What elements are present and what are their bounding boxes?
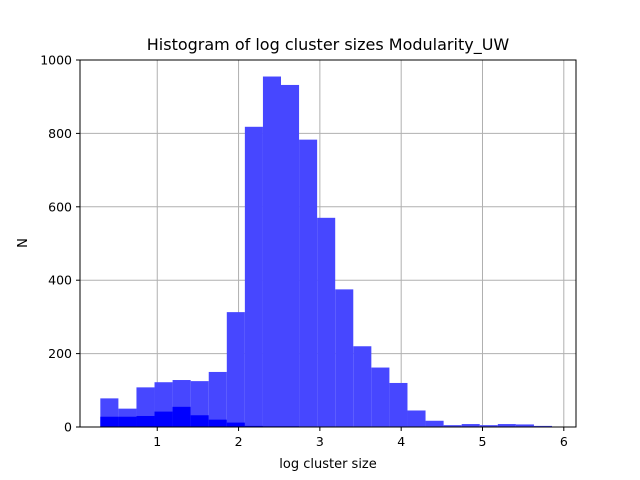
histogram-bar bbox=[479, 425, 498, 427]
histogram-bar bbox=[407, 410, 426, 427]
histogram-bar bbox=[100, 416, 119, 427]
histogram-bar bbox=[208, 371, 227, 427]
x-tick-label: 1 bbox=[153, 434, 161, 449]
histogram-bar bbox=[425, 420, 444, 427]
histogram-bar bbox=[461, 424, 480, 427]
y-axis-label: N bbox=[16, 238, 31, 248]
histogram-bar bbox=[443, 425, 462, 427]
histogram-bar bbox=[244, 425, 263, 427]
ticks: 1 2 3 4 5 6 0 200 400 600 800 1000 bbox=[40, 53, 568, 450]
bars bbox=[100, 76, 553, 428]
histogram-bar bbox=[317, 217, 336, 427]
histogram-bar bbox=[389, 382, 408, 427]
x-tick-label: 6 bbox=[560, 434, 568, 449]
histogram-bar bbox=[136, 415, 155, 427]
x-tick-label: 2 bbox=[235, 434, 243, 449]
histogram-bar bbox=[262, 76, 282, 427]
histogram-bar bbox=[190, 415, 209, 427]
y-tick-label: 400 bbox=[48, 273, 72, 288]
y-tick-label: 200 bbox=[48, 346, 72, 361]
plot-frame bbox=[79, 59, 577, 428]
histogram-bar bbox=[154, 411, 173, 427]
histogram-bar bbox=[226, 422, 245, 427]
y-tick-label: 0 bbox=[64, 420, 72, 435]
histogram-bar bbox=[533, 425, 553, 427]
histogram-bar bbox=[244, 126, 263, 427]
x-tick-label: 4 bbox=[397, 434, 405, 449]
histogram-bar bbox=[497, 424, 516, 427]
x-tick-label: 5 bbox=[479, 434, 487, 449]
histogram-bar bbox=[208, 419, 227, 427]
y-tick-label: 800 bbox=[48, 126, 72, 141]
histogram-bar bbox=[371, 367, 390, 427]
chart-title: Histogram of log cluster sizes Modularit… bbox=[147, 35, 510, 55]
histogram-bar bbox=[172, 406, 191, 427]
histogram-bar bbox=[299, 139, 318, 427]
y-tick-label: 600 bbox=[48, 199, 72, 214]
histogram-bar bbox=[118, 416, 137, 427]
histogram-bar bbox=[226, 312, 245, 427]
x-axis-label: log cluster size bbox=[279, 457, 377, 472]
x-tick-label: 3 bbox=[316, 434, 324, 449]
histogram-bar bbox=[353, 346, 372, 427]
y-tick-label: 1000 bbox=[40, 53, 72, 68]
histogram-bar bbox=[515, 424, 534, 427]
histogram-bar bbox=[335, 289, 354, 427]
histogram-bar bbox=[281, 84, 300, 428]
